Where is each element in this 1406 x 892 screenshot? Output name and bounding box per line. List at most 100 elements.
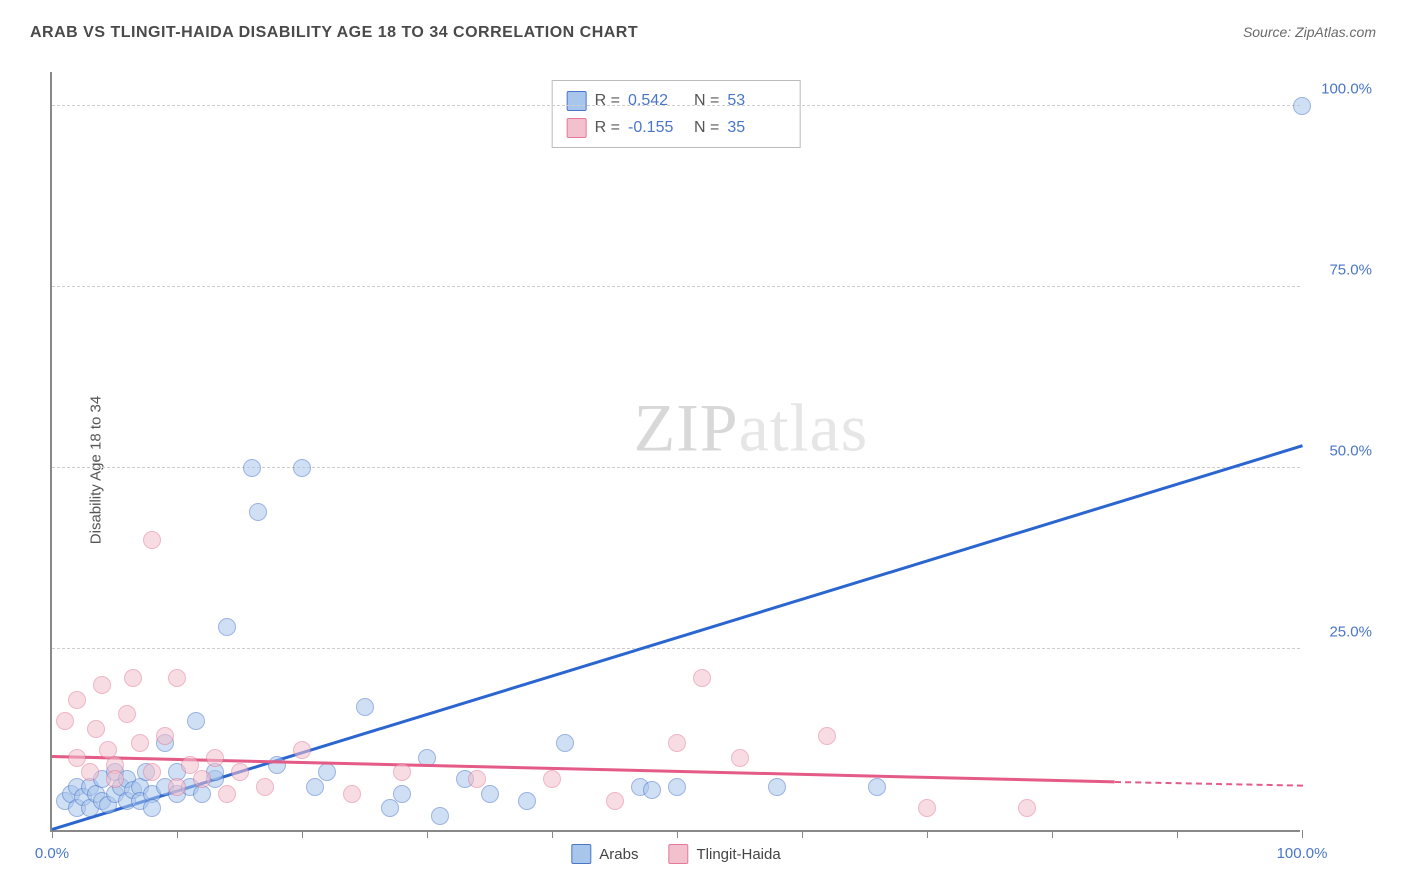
scatter-point [206, 749, 224, 767]
scatter-point [918, 799, 936, 817]
scatter-point [393, 763, 411, 781]
legend-r-value: 0.542 [628, 87, 686, 114]
scatter-point [556, 734, 574, 752]
y-tick-label: 75.0% [1312, 262, 1372, 279]
x-tick-label: 0.0% [35, 845, 69, 862]
scatter-point [356, 698, 374, 716]
scatter-point [143, 531, 161, 549]
scatter-point [343, 785, 361, 803]
x-tick [302, 830, 303, 838]
scatter-point [381, 799, 399, 817]
gridline-h [52, 648, 1300, 649]
series-legend-label: Tlingit-Haida [696, 846, 780, 863]
scatter-point [818, 727, 836, 745]
scatter-point [293, 741, 311, 759]
scatter-point [156, 727, 174, 745]
legend-r-label: R = [595, 114, 620, 141]
scatter-point [124, 669, 142, 687]
legend-swatch [571, 844, 591, 864]
legend-r-label: R = [595, 87, 620, 114]
scatter-point [243, 459, 261, 477]
scatter-point [143, 799, 161, 817]
scatter-point [543, 770, 561, 788]
scatter-point [1293, 97, 1311, 115]
x-tick [1177, 830, 1178, 838]
legend-n-label: N = [694, 114, 719, 141]
x-tick [177, 830, 178, 838]
y-tick-label: 25.0% [1312, 624, 1372, 641]
correlation-legend: R = 0.542 N = 53 R = -0.155 N = 35 [552, 80, 801, 148]
scatter-point [256, 778, 274, 796]
trendline-dashed [1114, 781, 1302, 787]
legend-swatch [567, 91, 587, 111]
series-legend-item: Tlingit-Haida [668, 844, 780, 864]
scatter-point [306, 778, 324, 796]
scatter-point [868, 778, 886, 796]
scatter-point [218, 785, 236, 803]
legend-swatch [668, 844, 688, 864]
scatter-point [118, 705, 136, 723]
legend-row: R = -0.155 N = 35 [567, 114, 786, 141]
x-tick [927, 830, 928, 838]
scatter-point [468, 770, 486, 788]
scatter-point [168, 778, 186, 796]
x-tick [802, 830, 803, 838]
scatter-point [131, 734, 149, 752]
scatter-point [431, 807, 449, 825]
scatter-point [606, 792, 624, 810]
scatter-point [231, 763, 249, 781]
scatter-point [268, 756, 286, 774]
plot-area: ZIPatlas R =0.542N =53R =-0.155N =35 Ara… [50, 72, 1300, 832]
chart-title: ARAB VS TLINGIT-HAIDA DISABILITY AGE 18 … [30, 24, 638, 42]
chart-container: Disability Age 18 to 34 ZIPatlas R =0.54… [0, 60, 1406, 880]
source-label: Source: ZipAtlas.com [1243, 24, 1376, 40]
gridline-h [52, 105, 1300, 106]
scatter-point [481, 785, 499, 803]
legend-n-value: 35 [727, 114, 785, 141]
scatter-point [318, 763, 336, 781]
scatter-point [106, 770, 124, 788]
scatter-point [249, 503, 267, 521]
scatter-point [56, 712, 74, 730]
legend-r-value: -0.155 [628, 114, 686, 141]
watermark-zip: ZIP [634, 390, 739, 466]
series-legend-label: Arabs [599, 846, 638, 863]
gridline-h [52, 286, 1300, 287]
x-tick [677, 830, 678, 838]
x-tick-label: 100.0% [1277, 845, 1328, 862]
x-tick [52, 830, 53, 838]
legend-n-label: N = [694, 87, 719, 114]
scatter-point [218, 618, 236, 636]
scatter-point [187, 712, 205, 730]
scatter-point [168, 669, 186, 687]
gridline-h [52, 467, 1300, 468]
scatter-point [668, 778, 686, 796]
scatter-point [393, 785, 411, 803]
scatter-point [81, 763, 99, 781]
x-tick [427, 830, 428, 838]
scatter-point [87, 720, 105, 738]
scatter-point [68, 691, 86, 709]
scatter-point [143, 763, 161, 781]
series-legend: Arabs Tlingit-Haida [571, 844, 780, 864]
watermark-atlas: atlas [739, 390, 869, 466]
scatter-point [518, 792, 536, 810]
scatter-point [93, 676, 111, 694]
scatter-point [693, 669, 711, 687]
scatter-point [193, 770, 211, 788]
x-tick [1052, 830, 1053, 838]
series-legend-item: Arabs [571, 844, 638, 864]
x-tick [552, 830, 553, 838]
scatter-point [643, 781, 661, 799]
x-tick [1302, 830, 1303, 838]
scatter-point [293, 459, 311, 477]
y-tick-label: 50.0% [1312, 443, 1372, 460]
scatter-point [731, 749, 749, 767]
legend-row: R = 0.542 N = 53 [567, 87, 786, 114]
watermark: ZIPatlas [634, 389, 869, 468]
scatter-point [768, 778, 786, 796]
legend-n-value: 53 [727, 87, 785, 114]
y-tick-label: 100.0% [1312, 81, 1372, 98]
legend-swatch [567, 118, 587, 138]
scatter-point [668, 734, 686, 752]
